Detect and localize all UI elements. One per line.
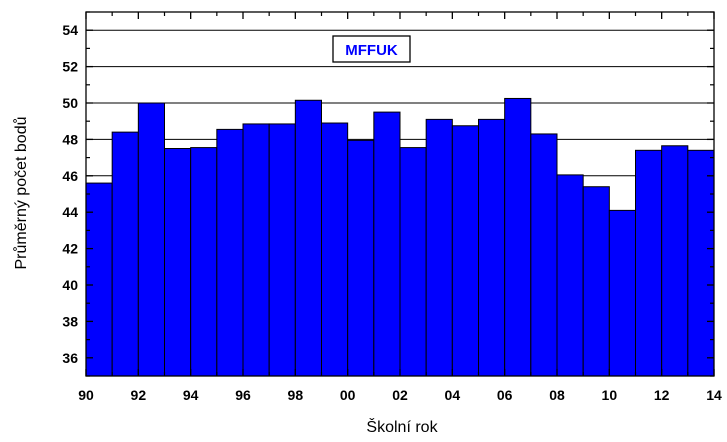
- x-tick-labels: 90 92 94 96 98 00 02 04 06 08 10 12 14: [78, 387, 722, 403]
- bar: [347, 139, 375, 377]
- y-tick-label: 48: [62, 131, 78, 147]
- bar: [216, 128, 244, 377]
- x-tick-label: 12: [654, 387, 670, 403]
- y-axis-title: Průměrný počet bodů: [12, 117, 30, 270]
- x-tick-label: 14: [706, 387, 722, 403]
- legend-box: MFFUK: [332, 35, 411, 63]
- y-tick-label: 50: [62, 95, 78, 111]
- bar: [164, 148, 192, 377]
- bar: [530, 133, 558, 377]
- bar: [294, 99, 323, 377]
- y-tick-label: 44: [62, 204, 78, 220]
- bar: [242, 123, 270, 377]
- bar: [111, 131, 139, 377]
- y-tick-label: 54: [62, 22, 78, 38]
- bar: [504, 97, 532, 377]
- y-tick-label: 42: [62, 241, 78, 257]
- bar: [373, 111, 401, 377]
- y-tick-label: 46: [62, 168, 78, 184]
- x-tick-label: 98: [288, 387, 304, 403]
- bar: [137, 102, 165, 377]
- x-tick-label: 94: [183, 387, 199, 403]
- bar: [478, 118, 506, 377]
- y-tick-label: 52: [62, 59, 78, 75]
- bar: [190, 147, 218, 377]
- y-tick-labels: 36 38 40 42 44 46 48 50 52 54: [62, 22, 78, 366]
- bar: [556, 174, 584, 377]
- y-tick-label: 38: [62, 313, 78, 329]
- x-tick-label: 02: [392, 387, 408, 403]
- x-tick-label: 90: [78, 387, 94, 403]
- bar: [268, 123, 296, 377]
- legend-label: MFFUK: [345, 42, 398, 59]
- bar: [608, 209, 636, 377]
- y-tick-label: 40: [62, 277, 78, 293]
- y-tick-label: 36: [62, 350, 78, 366]
- bar: [582, 186, 610, 377]
- x-tick-label: 06: [497, 387, 513, 403]
- x-tick-label: 00: [340, 387, 356, 403]
- bar: [399, 147, 427, 377]
- bars: [85, 97, 715, 377]
- bar: [661, 145, 689, 377]
- x-axis-title: Školní rok: [366, 417, 438, 436]
- bar: [451, 125, 480, 377]
- bar: [635, 149, 663, 377]
- x-tick-label: 04: [445, 387, 461, 403]
- x-tick-label: 10: [602, 387, 618, 403]
- x-tick-label: 08: [549, 387, 565, 403]
- x-tick-label: 96: [235, 387, 251, 403]
- bar: [425, 118, 453, 377]
- axis-ticks: [85, 11, 715, 377]
- x-tick-label: 92: [131, 387, 147, 403]
- bar: [687, 149, 715, 377]
- bar: [321, 122, 349, 377]
